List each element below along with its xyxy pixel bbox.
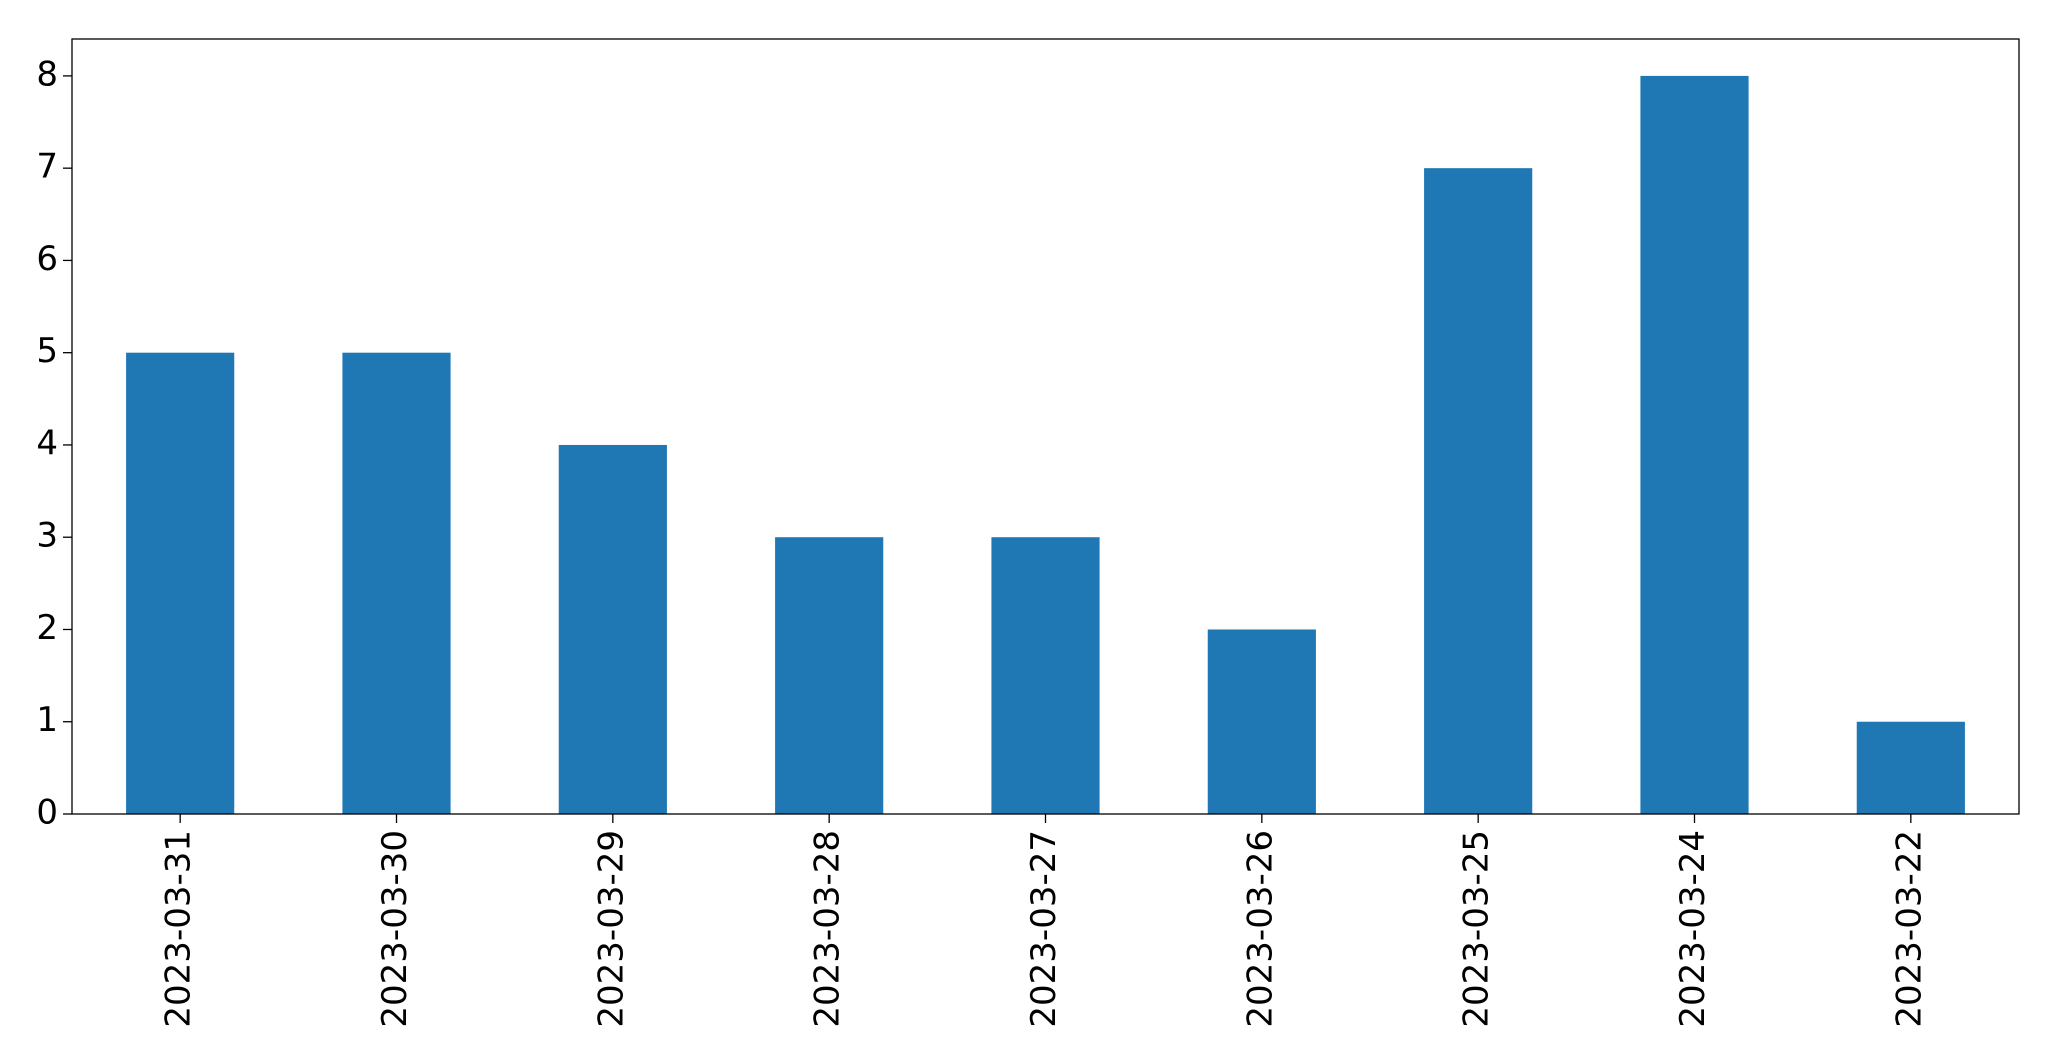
x-tick-label: 2023-03-31 bbox=[159, 830, 199, 1028]
y-tick-label: 4 bbox=[36, 423, 58, 463]
x-tick-label: 2023-03-27 bbox=[1024, 830, 1064, 1028]
bar bbox=[1207, 629, 1316, 814]
bar bbox=[1856, 721, 1965, 814]
bar bbox=[342, 352, 451, 814]
x-tick-label: 2023-03-25 bbox=[1457, 830, 1497, 1028]
x-tick-label: 2023-03-22 bbox=[1889, 830, 1929, 1028]
x-tick-label: 2023-03-24 bbox=[1673, 830, 1713, 1028]
y-tick-label: 8 bbox=[36, 54, 58, 94]
bar bbox=[1424, 168, 1533, 814]
y-tick-label: 1 bbox=[36, 700, 58, 740]
bar bbox=[1640, 75, 1749, 814]
x-tick-label: 2023-03-30 bbox=[375, 830, 415, 1028]
x-tick-label: 2023-03-29 bbox=[591, 830, 631, 1028]
bar bbox=[126, 352, 235, 814]
bar bbox=[558, 444, 667, 814]
bar bbox=[991, 537, 1100, 814]
bar bbox=[775, 537, 884, 814]
x-tick-label: 2023-03-26 bbox=[1240, 830, 1280, 1028]
plot-frame bbox=[71, 38, 2020, 815]
y-tick-label: 7 bbox=[36, 147, 58, 187]
y-tick-label: 5 bbox=[36, 331, 58, 371]
y-tick-label: 0 bbox=[36, 793, 58, 833]
y-tick-label: 6 bbox=[36, 239, 58, 279]
y-tick-label: 3 bbox=[36, 516, 58, 556]
x-tick-label: 2023-03-28 bbox=[808, 830, 848, 1028]
y-tick-label: 2 bbox=[36, 608, 58, 648]
